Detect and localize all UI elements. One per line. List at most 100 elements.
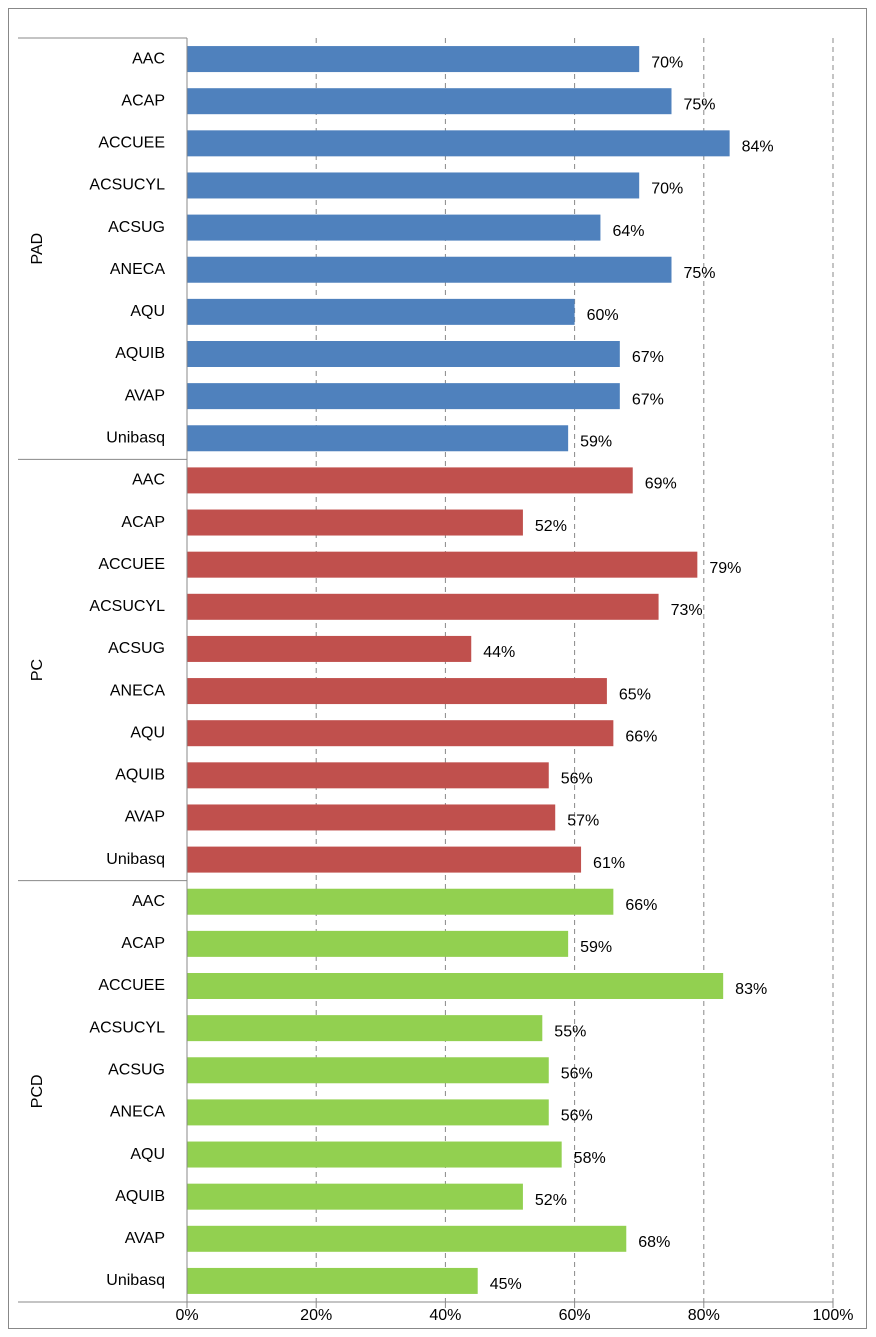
- category-label: Unibasq: [106, 429, 165, 446]
- value-label: 45%: [490, 1276, 522, 1293]
- category-label: AQU: [130, 724, 165, 741]
- bar: [187, 425, 569, 452]
- value-label: 84%: [742, 139, 774, 156]
- value-label: 66%: [625, 897, 657, 914]
- category-label: ACSUCYL: [89, 1019, 165, 1036]
- bar: [187, 1015, 543, 1042]
- x-tick-label: 60%: [559, 1307, 591, 1324]
- category-label: ACAP: [121, 935, 165, 952]
- category-label: Unibasq: [106, 1272, 165, 1289]
- bar: [187, 973, 724, 999]
- x-tick-label: 100%: [813, 1307, 854, 1324]
- category-label: AQU: [130, 303, 165, 320]
- chart-border: [8, 8, 867, 1329]
- category-label: Unibasq: [106, 851, 165, 868]
- bar: [187, 130, 730, 157]
- category-label: ACSUG: [108, 219, 165, 236]
- value-label: 65%: [619, 686, 651, 703]
- bar: [187, 635, 472, 662]
- value-label: 64%: [612, 223, 644, 240]
- category-label: ACSUCYL: [89, 598, 165, 615]
- value-label: 73%: [671, 602, 703, 619]
- group-label: PC: [29, 659, 46, 681]
- value-label: 79%: [709, 560, 741, 577]
- category-label: ANECA: [110, 261, 165, 278]
- x-tick-label: 0%: [175, 1307, 198, 1324]
- value-label: 67%: [632, 349, 664, 366]
- bar: [187, 678, 607, 705]
- x-tick-label: 80%: [688, 1307, 720, 1324]
- category-label: ACAP: [121, 514, 165, 531]
- bar: [187, 1183, 523, 1210]
- value-label: 55%: [554, 1023, 586, 1040]
- category-label: AQUIB: [115, 345, 165, 362]
- bar: [187, 930, 569, 957]
- bar: [187, 172, 640, 199]
- bar: [187, 298, 575, 325]
- category-label: AQU: [130, 1146, 165, 1163]
- category-label: ACSUG: [108, 640, 165, 657]
- value-label: 66%: [625, 728, 657, 745]
- value-label: 52%: [535, 518, 567, 535]
- category-label: AVAP: [125, 1230, 165, 1247]
- value-label: 59%: [580, 433, 612, 450]
- category-label: ACAP: [121, 92, 165, 109]
- bar: [187, 214, 601, 241]
- category-label: ACSUG: [108, 1061, 165, 1078]
- bar: [187, 846, 582, 873]
- x-tick-label: 40%: [429, 1307, 461, 1324]
- group-label: PCD: [29, 1074, 46, 1108]
- bar: [187, 1141, 562, 1168]
- category-label: AQUIB: [115, 767, 165, 784]
- category-label: ACSUCYL: [89, 177, 165, 194]
- category-label: ACCUEE: [98, 556, 165, 573]
- bar: [187, 383, 620, 410]
- value-label: 59%: [580, 939, 612, 956]
- value-label: 61%: [593, 855, 625, 872]
- value-label: 52%: [535, 1192, 567, 1209]
- category-label: AQUIB: [115, 1188, 165, 1205]
- bar: [187, 88, 672, 115]
- bar: [187, 593, 659, 620]
- value-label: 67%: [632, 391, 664, 408]
- category-label: AVAP: [125, 809, 165, 826]
- value-label: 57%: [567, 813, 599, 830]
- category-label: AAC: [132, 472, 165, 489]
- category-label: ANECA: [110, 682, 165, 699]
- bar: [187, 804, 556, 831]
- value-label: 60%: [587, 307, 619, 324]
- value-label: 44%: [483, 644, 515, 661]
- value-label: 75%: [684, 96, 716, 113]
- value-label: 56%: [561, 1108, 593, 1125]
- bar: [187, 551, 698, 578]
- value-label: 58%: [574, 1150, 606, 1167]
- bar: [187, 1267, 478, 1294]
- value-label: 68%: [638, 1234, 670, 1251]
- bar: [187, 1057, 549, 1084]
- bar: [187, 467, 633, 494]
- value-label: 70%: [651, 181, 683, 198]
- category-label: AAC: [132, 50, 165, 67]
- value-label: 70%: [651, 54, 683, 71]
- bar: [187, 762, 549, 789]
- bar: [187, 256, 672, 283]
- group-label: PAD: [29, 233, 46, 265]
- category-label: ANECA: [110, 1104, 165, 1121]
- value-label: 75%: [684, 265, 716, 282]
- category-label: AAC: [132, 893, 165, 910]
- value-label: 69%: [645, 476, 677, 493]
- x-tick-label: 20%: [300, 1307, 332, 1324]
- category-label: ACCUEE: [98, 135, 165, 152]
- value-label: 56%: [561, 771, 593, 788]
- bar: [187, 888, 614, 915]
- bar: [187, 1225, 627, 1252]
- bar: [187, 46, 640, 73]
- value-label: 83%: [735, 981, 767, 998]
- bar: [187, 720, 614, 747]
- value-label: 56%: [561, 1065, 593, 1082]
- category-label: ACCUEE: [98, 977, 165, 994]
- category-label: AVAP: [125, 387, 165, 404]
- bar: [187, 341, 620, 367]
- bar: [187, 509, 523, 536]
